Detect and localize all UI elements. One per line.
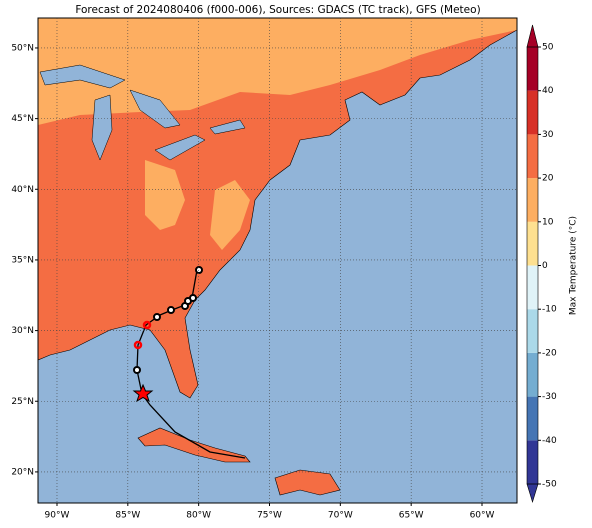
colorbar-segment [527, 134, 538, 179]
x-tick-label: 85°W [115, 511, 140, 521]
cool-land [210, 180, 250, 250]
colorbar-tick-label: -20 [542, 348, 557, 358]
colorbar-tick-label: 0 [542, 261, 548, 271]
x-tick-label: 65°W [399, 511, 424, 521]
colorbar-segment [527, 265, 538, 310]
colorbar-extend-bottom [526, 483, 539, 504]
colorbar-tick-label: -10 [542, 305, 557, 315]
x-tick-label: 80°W [186, 511, 211, 521]
colorbar-segment [527, 221, 538, 266]
y-tick-label: 45°N [11, 114, 34, 124]
storm-markers [133, 266, 203, 374]
colorbar-tick-label: 10 [542, 217, 554, 227]
y-tick-label: 30°N [11, 326, 34, 336]
colorbar-segment [527, 352, 538, 397]
current-position [132, 383, 154, 403]
colorbar-segment [527, 178, 538, 222]
colorbar-tick-label: 50 [542, 43, 554, 53]
storm-markers-strong [133, 320, 152, 350]
colorbar-tick-label: -40 [542, 436, 557, 446]
colorbar-label: Max Temperature (°C) [569, 216, 579, 315]
map [37, 17, 518, 504]
colorbar-segment [527, 396, 538, 441]
colorbar-tick-label: -50 [542, 480, 557, 490]
colorbar-tick-label: 20 [542, 174, 554, 184]
great-lakes [39, 64, 246, 161]
colorbar-tick-label: 40 [542, 86, 554, 96]
y-tick-label: 20°N [11, 467, 34, 477]
colorbar-segment [527, 440, 538, 484]
colorbar-tick-label: 30 [542, 130, 554, 140]
y-tick-label: 25°N [11, 397, 34, 407]
map-frame [37, 17, 518, 504]
colorbar-tick-label: -30 [542, 392, 557, 402]
cool-land [38, 18, 517, 125]
y-tick-label: 35°N [11, 255, 34, 265]
colorbar-extend-top [526, 24, 539, 48]
title: Forecast of 2024080406 (f000-006), Sourc… [75, 4, 480, 16]
x-tick-label: 75°W [257, 511, 282, 521]
y-tick-label: 40°N [11, 185, 34, 195]
y-tick-label: 50°N [11, 43, 34, 53]
colorbar-segment [527, 309, 538, 353]
colorbar-segment [527, 90, 538, 135]
cool-land [145, 160, 185, 230]
colorbar-segment [527, 47, 538, 91]
x-tick-label: 90°W [45, 511, 70, 521]
hispaniola [274, 469, 341, 496]
x-tick-label: 60°W [470, 511, 495, 521]
x-tick-label: 70°W [328, 511, 353, 521]
